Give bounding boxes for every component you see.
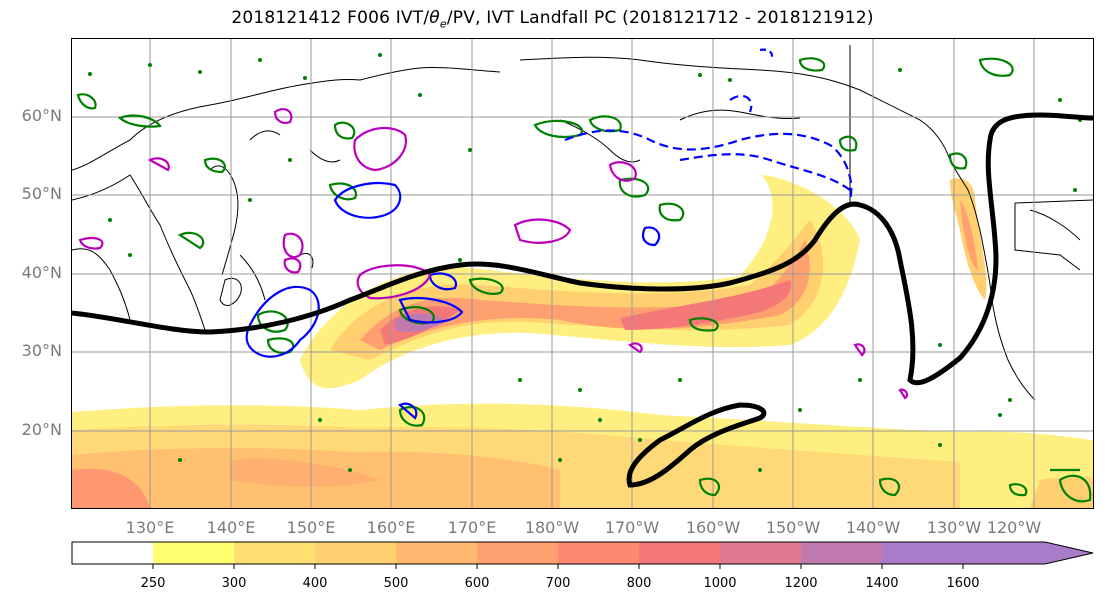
cb-seg-10	[882, 542, 963, 564]
colorbar-tick-label: 500	[383, 576, 409, 591]
colorbar-tick-label: 600	[464, 576, 490, 591]
colorbar-tick-label: 250	[140, 576, 166, 591]
lon-label: 140°E	[206, 518, 256, 537]
cb-seg-2	[234, 542, 315, 564]
coastlines	[72, 45, 1093, 401]
lon-label: 130°W	[926, 518, 982, 537]
graticule	[72, 39, 1093, 508]
colorbar-tick-label: 300	[221, 576, 247, 591]
lon-label: 170°E	[447, 518, 497, 537]
lon-label: 170°W	[604, 518, 660, 537]
lon-label: 140°W	[845, 518, 901, 537]
colorbar-tick-label: 1000	[703, 576, 737, 591]
magenta-contours	[78, 108, 909, 400]
cb-seg-3	[315, 542, 396, 564]
lat-label: 50°N	[21, 184, 62, 203]
cb-seg-6	[558, 542, 639, 564]
chart-title: 2018121412 F006 IVT/θe/PV, IVT Landfall …	[231, 8, 874, 31]
cb-outline	[71, 541, 1094, 565]
lon-label: 160°E	[366, 518, 416, 537]
lat-label: 60°N	[21, 106, 62, 125]
lon-label: 160°W	[685, 518, 741, 537]
lat-label: 20°N	[21, 420, 62, 439]
lat-label: 40°N	[21, 263, 62, 282]
cb-seg-8	[720, 542, 801, 564]
colorbar-tick-label: 1200	[784, 576, 818, 591]
ivt-shading-tropical	[72, 403, 1093, 508]
cb-seg-1	[153, 542, 234, 564]
colorbar-tick-label: 800	[626, 576, 652, 591]
theta-e-contours	[245, 48, 853, 420]
lon-label: 180°W	[524, 518, 580, 537]
colorbar-tick-label: 1600	[946, 576, 980, 591]
pc-contour	[72, 112, 1093, 488]
cb-seg-7	[639, 542, 720, 564]
lon-label: 130°E	[125, 518, 175, 537]
lat-label: 30°N	[21, 341, 62, 360]
colorbar	[71, 541, 1094, 569]
colorbar-tick-label: 1400	[865, 576, 899, 591]
lon-label: 120°W	[986, 518, 1042, 537]
cb-seg-5	[477, 542, 558, 564]
cb-seg-9	[801, 542, 882, 564]
lon-label: 150°E	[286, 518, 336, 537]
lon-label: 150°W	[765, 518, 821, 537]
cb-extend-arrow	[963, 542, 1093, 564]
colorbar-tick-label: 400	[302, 576, 328, 591]
pv-dots	[88, 53, 1082, 472]
cb-seg-0	[72, 542, 153, 564]
cb-seg-4	[396, 542, 477, 564]
colorbar-tick-label: 700	[545, 576, 571, 591]
